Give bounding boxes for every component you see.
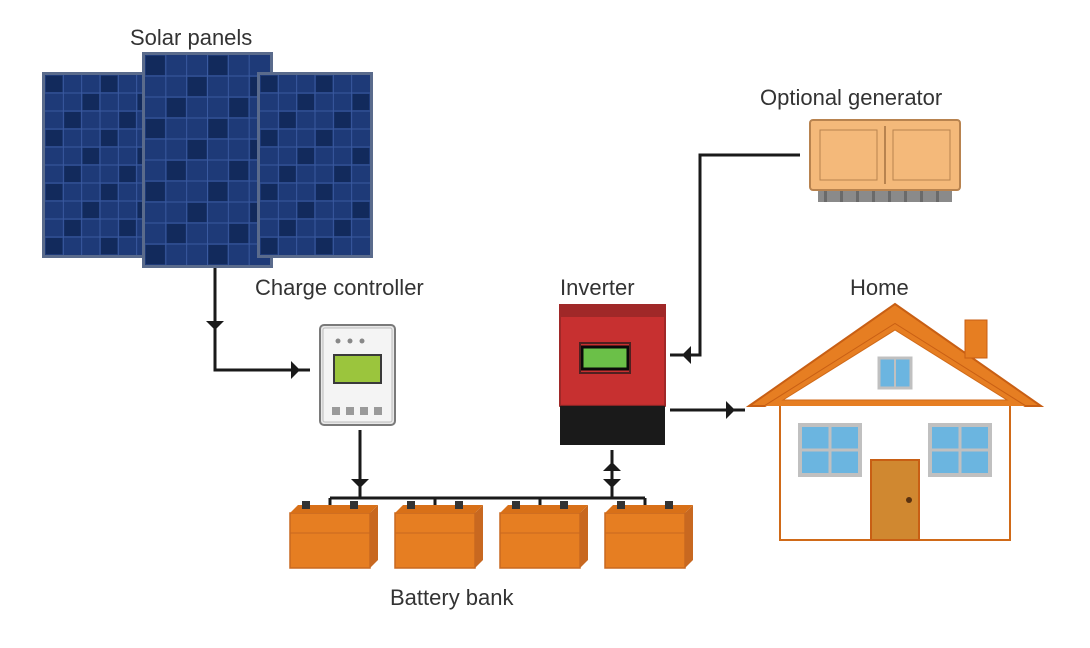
battery-icon [395,501,483,568]
charge-controller-icon [320,325,395,425]
wire-gen-to-inv [670,155,800,355]
label-generator: Optional generator [760,85,942,111]
battery-icon [290,501,378,568]
solar-system-diagram: Solar panels Charge controller Inverter … [0,0,1090,648]
inverter-icon [560,305,665,445]
label-solar: Solar panels [130,25,252,51]
solar-panels-icon [42,52,373,268]
arrow-icon [603,479,621,488]
arrow-icon [682,346,691,364]
label-home: Home [850,275,909,301]
battery-icon [500,501,588,568]
label-charge: Charge controller [255,275,424,301]
battery-icon [605,501,693,568]
label-battery: Battery bank [390,585,514,611]
home-icon [749,304,1041,540]
arrow-icon [603,462,621,471]
arrow-icon [351,479,369,488]
generator-icon [810,120,960,202]
arrow-icon [291,361,300,379]
arrow-icon [206,321,224,330]
arrow-icon [726,401,735,419]
label-inverter: Inverter [560,275,635,301]
